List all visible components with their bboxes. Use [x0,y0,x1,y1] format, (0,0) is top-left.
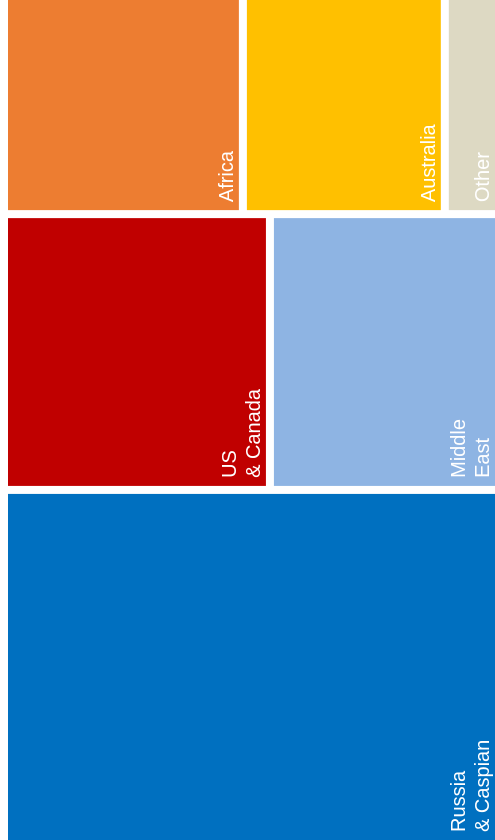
tile [273,218,495,486]
tile-label: Russia [448,770,470,832]
tile-label: US [219,450,241,478]
tile [448,0,495,211]
tile [8,493,495,840]
tile-label: & Caspian [472,740,494,832]
tile-label: Other [472,152,494,202]
tile [246,0,441,211]
tile [8,0,239,211]
tile-label: Middle [448,419,470,478]
tile-label: & Canada [243,388,265,478]
tile-label: East [472,437,494,477]
tile-label: Australia [418,123,440,202]
tile [8,218,266,486]
tile-label: Africa [216,150,238,202]
